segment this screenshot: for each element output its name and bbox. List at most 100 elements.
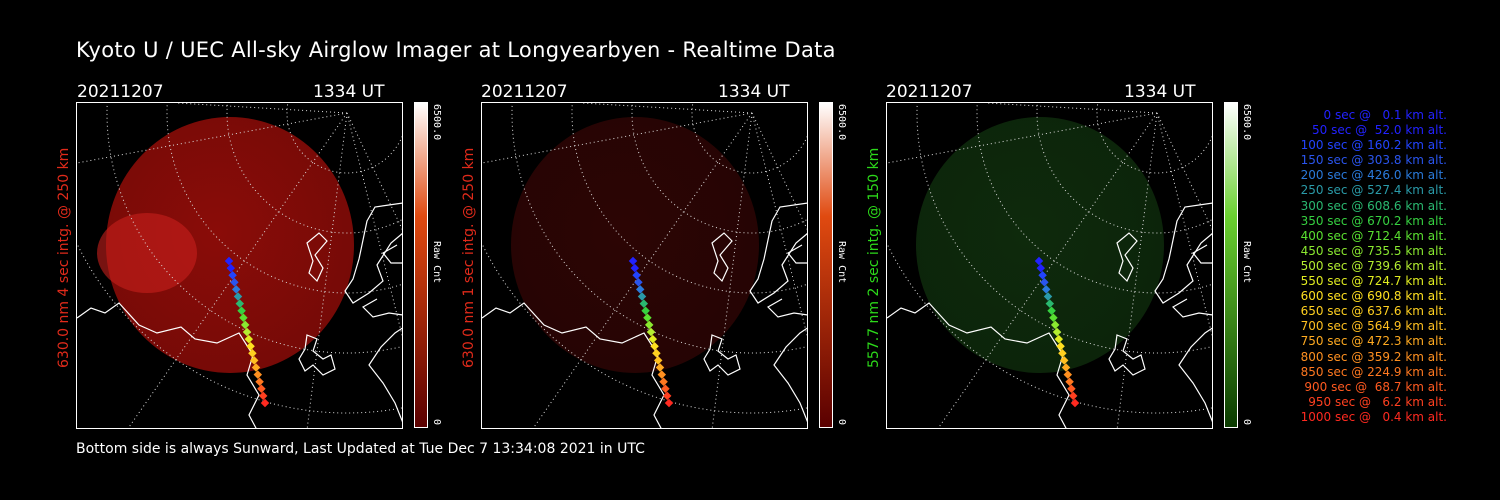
trajectory-point xyxy=(632,270,641,280)
panel1-cbar-max: 6500.0 xyxy=(431,104,442,141)
panel1-colorbar xyxy=(414,102,428,428)
airglow-field xyxy=(511,117,759,373)
panel1-time: 1334 UT xyxy=(313,82,385,102)
meridian xyxy=(887,112,1158,164)
legend-row: 750 sec @ 472.3 km alt. xyxy=(1300,334,1447,349)
lat-circle xyxy=(1096,103,1212,174)
coastline xyxy=(1108,334,1146,376)
footer-note: Bottom side is always Sunward, Last Upda… xyxy=(76,441,645,457)
panel1-cbar-min: 0 xyxy=(431,419,442,426)
trajectory-point xyxy=(1068,391,1078,401)
coastline xyxy=(767,298,807,318)
trajectory-point xyxy=(226,263,236,273)
trajectory-point xyxy=(258,391,268,401)
meridian xyxy=(176,103,348,114)
meridian xyxy=(482,112,753,164)
lat-circle xyxy=(226,103,402,234)
trajectory-point xyxy=(249,356,259,365)
trajectory-point xyxy=(1065,377,1074,386)
panel3-date: 20211207 xyxy=(886,82,973,102)
trajectory-point xyxy=(639,299,649,308)
trajectory-point xyxy=(1070,398,1080,408)
legend-row: 950 sec @ 6.2 km alt. xyxy=(1308,394,1447,409)
trajectory-point xyxy=(664,398,674,408)
coastline xyxy=(887,302,1070,428)
trajectory-point xyxy=(637,292,647,301)
trajectory-point xyxy=(648,334,658,344)
panel1-image xyxy=(76,102,403,429)
trajectory-point xyxy=(1043,292,1053,301)
trajectory-point xyxy=(231,285,241,294)
coastline xyxy=(1172,298,1212,318)
legend-row: 600 sec @ 690.8 km alt. xyxy=(1300,289,1447,304)
panel3-cbar-min: 0 xyxy=(1241,419,1252,426)
coastline xyxy=(1178,327,1212,423)
airglow-field xyxy=(916,117,1164,373)
trajectory-point xyxy=(661,384,670,394)
coastline xyxy=(362,298,402,318)
panel2-image xyxy=(481,102,808,429)
panel1-date: 20211207 xyxy=(77,82,164,102)
lat-circle xyxy=(1036,103,1212,234)
airglow-field xyxy=(106,117,354,373)
panel1-ylabel: 630.0 nm 4 sec intg. @ 250 km xyxy=(56,147,72,368)
legend-row: 100 sec @ 160.2 km alt. xyxy=(1300,138,1447,153)
trajectory-point xyxy=(1050,320,1060,330)
meridian xyxy=(937,112,1158,428)
trajectory-point xyxy=(1063,370,1073,379)
coastline xyxy=(368,327,402,423)
meridian xyxy=(77,112,348,164)
panel3-cbar-title: Raw Cnt xyxy=(1241,241,1252,284)
panel1-cbar-title: Raw Cnt xyxy=(431,241,442,284)
trajectory-point xyxy=(224,256,234,266)
coastline xyxy=(711,232,733,283)
coastline xyxy=(306,232,328,283)
trajectory-point xyxy=(653,356,663,365)
coastline xyxy=(298,334,336,376)
trajectory-point xyxy=(1054,334,1064,344)
trajectory-point xyxy=(260,398,270,408)
lat-circle xyxy=(106,103,402,354)
trajectory-point xyxy=(657,370,667,379)
trajectory-point xyxy=(646,327,656,337)
legend-row: 450 sec @ 735.5 km alt. xyxy=(1300,243,1447,258)
page-title: Kyoto U / UEC All-sky Airglow Imager at … xyxy=(76,38,836,62)
legend-row: 400 sec @ 712.4 km alt. xyxy=(1300,228,1447,243)
coastline xyxy=(1154,202,1212,304)
meridian xyxy=(581,103,753,114)
coastline xyxy=(787,244,807,264)
panel3-colorbar xyxy=(1224,102,1238,428)
lat-circle xyxy=(286,103,402,174)
panel2-colorbar xyxy=(819,102,833,428)
trajectory-point xyxy=(1052,327,1062,337)
trajectory-point xyxy=(248,349,257,358)
trajectory-point xyxy=(244,334,254,344)
trajectory-point xyxy=(246,341,255,351)
lat-circle xyxy=(511,103,807,354)
panel2-date: 20211207 xyxy=(481,82,568,102)
panel3-image xyxy=(886,102,1213,429)
meridian xyxy=(1156,112,1212,338)
trajectory-point xyxy=(1045,299,1055,308)
legend-row: 500 sec @ 739.6 km alt. xyxy=(1300,258,1447,273)
panel2-ylabel: 630.0 nm 1 sec intg. @ 250 km xyxy=(461,147,477,368)
meridian xyxy=(751,112,807,230)
trajectory-point xyxy=(659,377,668,386)
trajectory-point xyxy=(1059,356,1069,365)
trajectory-point xyxy=(634,278,643,287)
legend-row: 700 sec @ 564.9 km alt. xyxy=(1300,319,1447,334)
legend-row: 200 sec @ 426.0 km alt. xyxy=(1300,168,1447,183)
legend-row: 250 sec @ 527.4 km alt. xyxy=(1300,183,1447,198)
legend-row: 850 sec @ 224.9 km alt. xyxy=(1300,364,1447,379)
coastline xyxy=(382,244,402,264)
trajectory-point xyxy=(650,341,659,351)
panel2-cbar-min: 0 xyxy=(836,419,847,426)
trajectory-point xyxy=(235,299,245,308)
legend-row: 800 sec @ 359.2 km alt. xyxy=(1300,349,1447,364)
trajectory-point xyxy=(239,313,248,323)
lat-circle xyxy=(691,103,807,174)
meridian xyxy=(986,103,1158,114)
meridian xyxy=(532,112,753,428)
trajectory-point xyxy=(228,270,237,280)
trajectory-point xyxy=(635,285,645,294)
